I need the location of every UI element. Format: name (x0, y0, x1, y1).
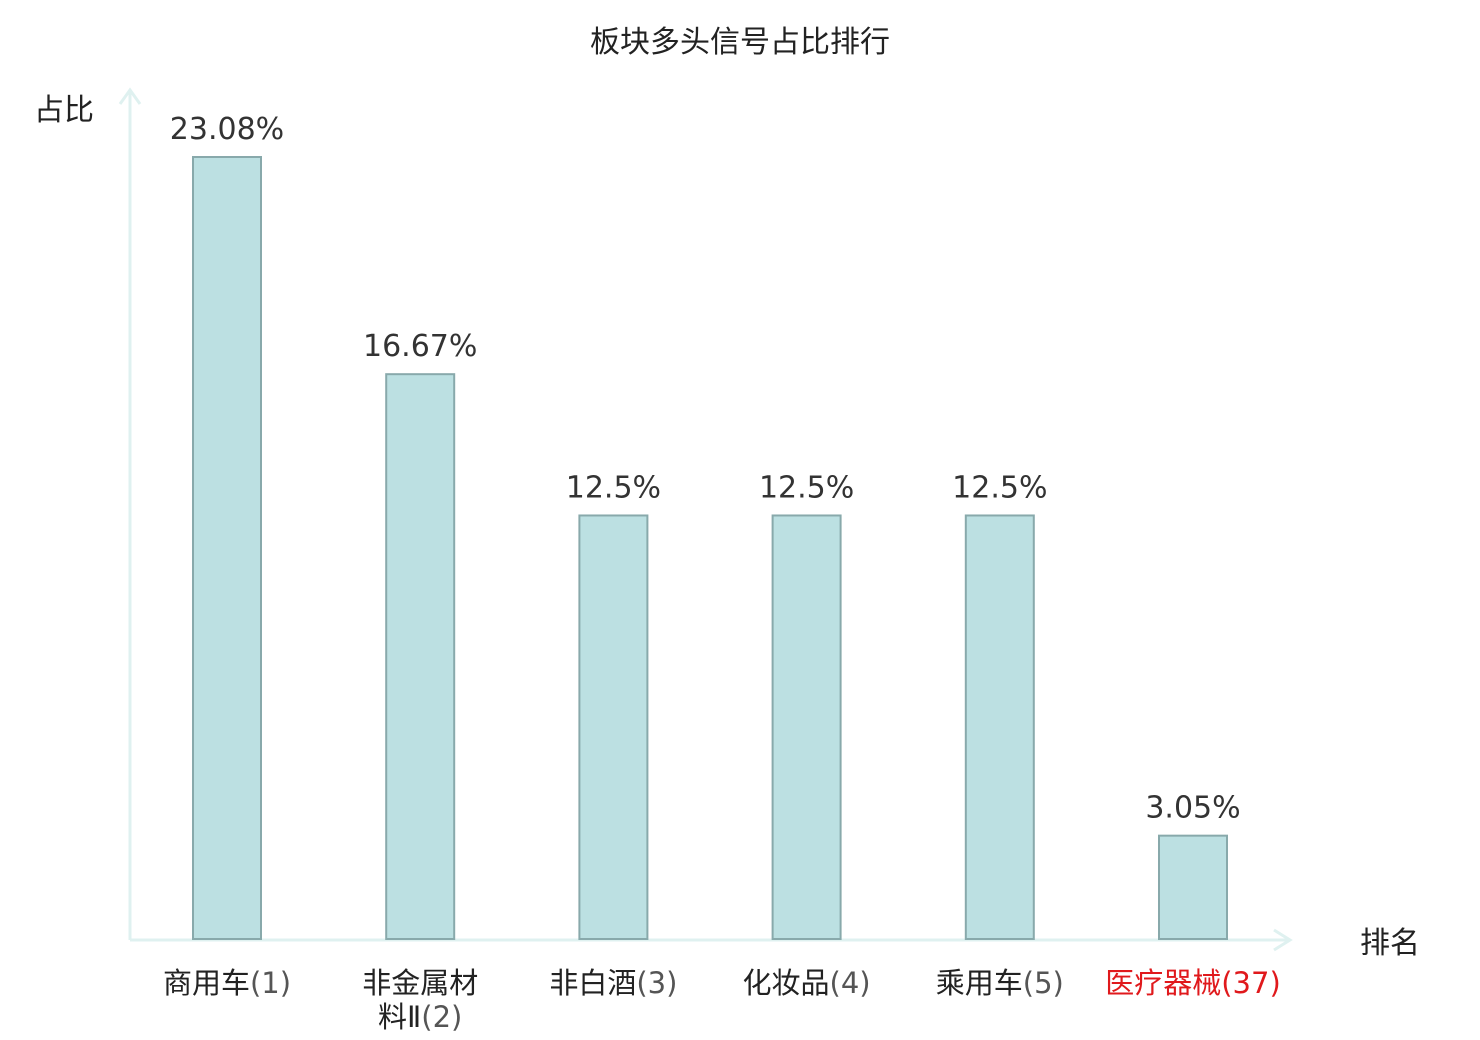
value-label-1: 23.08% (170, 112, 284, 147)
bar-2 (385, 373, 456, 940)
x-axis-arrow (1273, 928, 1293, 952)
bar-4 (771, 514, 842, 940)
category-label-4: 化妆品(4) (743, 966, 871, 1000)
value-label-6: 3.05% (1145, 791, 1240, 826)
category-label-2-line-2: 料Ⅱ(2) (378, 1000, 462, 1034)
value-label-4: 12.5% (759, 470, 854, 505)
bar-1 (192, 156, 262, 940)
y-axis-arrow (118, 87, 142, 105)
axes (118, 87, 1293, 952)
bar-5 (964, 514, 1035, 940)
value-label-2: 16.67% (363, 329, 477, 364)
category-label-6: 医疗器械(37) (1105, 966, 1281, 1000)
value-label-5: 12.5% (952, 470, 1047, 505)
category-label-1: 商用车(1) (163, 966, 291, 1000)
chart-title: 板块多头信号占比排行 (590, 25, 890, 60)
bars-group (192, 156, 1228, 940)
y-axis-label: 占比 (34, 93, 94, 128)
value-label-3: 12.5% (566, 470, 661, 505)
x-axis-label: 排名 (1360, 926, 1420, 961)
bar-3 (578, 514, 649, 940)
bar-6 (1158, 834, 1228, 940)
category-label-5: 乘用车(5) (936, 966, 1064, 1000)
category-label-3: 非白酒(3) (549, 966, 677, 1000)
category-label-2-line-1: 非金属材 (362, 966, 478, 1000)
